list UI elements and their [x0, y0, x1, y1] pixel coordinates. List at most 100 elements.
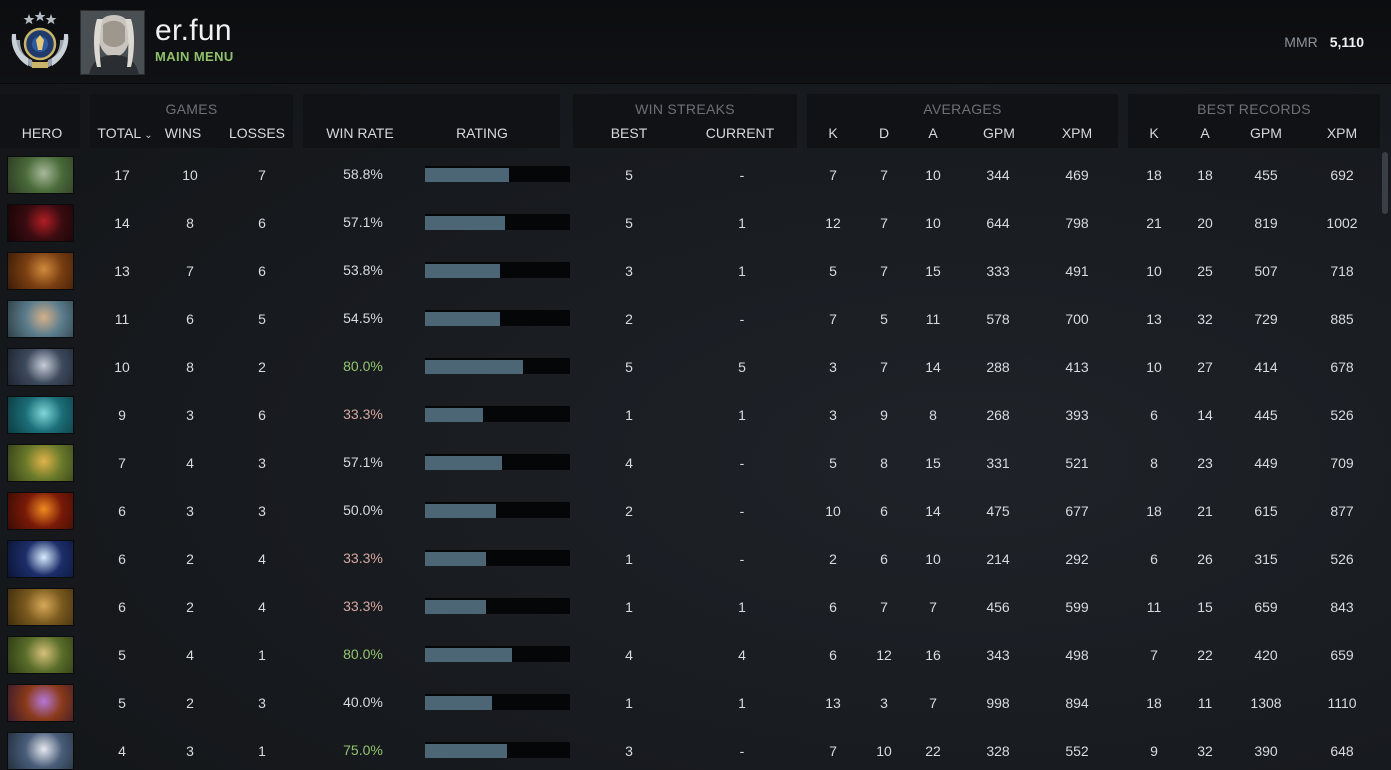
rate-column-panel [303, 94, 560, 148]
rating-bar-fill [425, 648, 512, 662]
cell-bk: 18 [1146, 503, 1162, 519]
cell-total: 10 [114, 359, 130, 375]
table-row[interactable]: 17 10 7 5 - 7 7 10 344 469 18 18 455 692 58.8% [0, 152, 1378, 200]
column-header-win-rate[interactable]: WIN RATE [326, 125, 394, 141]
cell-total: 6 [118, 599, 126, 615]
rating-bar-fill [425, 168, 509, 182]
column-header-rec-k[interactable]: K [1149, 125, 1159, 141]
cell-k: 2 [829, 551, 837, 567]
cell-best: 5 [625, 215, 633, 231]
column-header-best[interactable]: BEST [610, 125, 648, 141]
cell-total: 6 [118, 503, 126, 519]
hero-portrait-icon[interactable] [7, 156, 74, 194]
rating-bar [425, 166, 570, 182]
table-row[interactable]: 11 6 5 2 - 7 5 11 578 700 13 32 729 885 54.5% [0, 296, 1378, 344]
column-header-wins[interactable]: WINS [164, 125, 202, 141]
cell-bk: 10 [1146, 359, 1162, 375]
hero-column-panel [0, 94, 80, 148]
hero-portrait-icon[interactable] [7, 300, 74, 338]
cell-wins: 6 [186, 311, 194, 327]
table-row[interactable]: 7 4 3 4 - 5 8 15 331 521 8 23 449 709 57.1% [0, 440, 1378, 488]
column-header-losses[interactable]: LOSSES [228, 125, 286, 141]
column-header-avg-xpm[interactable]: XPM [1061, 125, 1093, 141]
hero-portrait-icon[interactable] [7, 204, 74, 242]
cell-ba: 25 [1197, 263, 1213, 279]
table-row[interactable]: 9 3 6 1 1 3 9 8 268 393 6 14 445 526 33.3% [0, 392, 1378, 440]
hero-portrait-icon[interactable] [7, 636, 74, 674]
cell-xpm: 599 [1065, 599, 1089, 615]
table-row[interactable]: 13 7 6 3 1 5 7 15 333 491 10 25 507 718 53.8% [0, 248, 1378, 296]
cell-wins: 4 [186, 455, 194, 471]
cell-best: 4 [625, 455, 633, 471]
cell-bxpm: 526 [1330, 407, 1354, 423]
cell-bgpm: 1308 [1250, 695, 1282, 711]
cell-bgpm: 390 [1254, 743, 1278, 759]
cell-current: - [739, 455, 745, 471]
column-header-current[interactable]: CURRENT [705, 125, 775, 141]
cell-k: 13 [825, 695, 841, 711]
cell-k: 6 [829, 647, 837, 663]
rating-bar-fill [425, 456, 502, 470]
table-row[interactable]: 4 3 1 3 - 7 10 22 328 552 9 32 390 648 75.0% [0, 728, 1378, 770]
cell-bxpm: 877 [1330, 503, 1354, 519]
profile-avatar[interactable] [80, 10, 145, 75]
cell-a: 14 [925, 359, 941, 375]
column-header-rec-a[interactable]: A [1200, 125, 1210, 141]
win-streaks-group-title: WIN STREAKS [635, 101, 735, 117]
cell-current: - [739, 503, 745, 519]
cell-ba: 20 [1197, 215, 1213, 231]
cell-losses: 4 [258, 551, 266, 567]
table-row[interactable]: 6 3 3 2 - 10 6 14 475 677 18 21 615 877 50.0% [0, 488, 1378, 536]
column-header-rating[interactable]: RATING [456, 125, 508, 141]
table-row[interactable]: 10 8 2 5 5 3 7 14 288 413 10 27 414 678 80.0% [0, 344, 1378, 392]
column-header-avg-d[interactable]: D [878, 125, 890, 141]
cell-k: 12 [825, 215, 841, 231]
column-header-rec-gpm[interactable]: GPM [1250, 125, 1282, 141]
hero-portrait-icon[interactable] [7, 492, 74, 530]
cell-xpm: 292 [1065, 551, 1089, 567]
cell-ba: 32 [1197, 311, 1213, 327]
cell-ba: 32 [1197, 743, 1213, 759]
rank-medal-icon[interactable] [10, 10, 70, 72]
mmr-value: 5,110 [1329, 34, 1364, 50]
cell-gpm: 268 [986, 407, 1010, 423]
table-row[interactable]: 6 2 4 1 1 6 7 7 456 599 11 15 659 843 33.3% [0, 584, 1378, 632]
cell-bk: 6 [1150, 407, 1158, 423]
cell-gpm: 214 [986, 551, 1010, 567]
cell-bxpm: 885 [1330, 311, 1354, 327]
rating-bar-fill [425, 312, 500, 326]
column-header-total[interactable]: TOTAL ⌄ [92, 125, 158, 141]
cell-d: 7 [880, 599, 888, 615]
cell-current: 1 [738, 263, 746, 279]
column-header-avg-gpm[interactable]: GPM [983, 125, 1015, 141]
cell-xpm: 798 [1065, 215, 1089, 231]
hero-portrait-icon[interactable] [7, 732, 74, 770]
cell-total: 4 [118, 743, 126, 759]
cell-losses: 2 [258, 359, 266, 375]
table-row[interactable]: 5 2 3 1 1 13 3 7 998 894 18 11 1308 1110 40.0% [0, 680, 1378, 728]
hero-portrait-icon[interactable] [7, 348, 74, 386]
column-header-avg-a[interactable]: A [928, 125, 938, 141]
hero-portrait-icon[interactable] [7, 684, 74, 722]
cell-d: 7 [880, 167, 888, 183]
hero-portrait-icon[interactable] [7, 444, 74, 482]
column-header-avg-k[interactable]: K [828, 125, 838, 141]
cell-bk: 6 [1150, 551, 1158, 567]
table-row[interactable]: 6 2 4 1-2 6 10 214 292 6 26 315 526 33.3% [0, 536, 1378, 584]
cell-best: 3 [625, 263, 633, 279]
column-header-hero[interactable]: HERO [21, 125, 63, 141]
hero-portrait-icon[interactable] [7, 252, 74, 290]
table-row[interactable]: 5 4 1 4 4 6 12 16 343 498 7 22 420 659 80.0% [0, 632, 1378, 680]
cell-k: 7 [829, 167, 837, 183]
cell-bk: 21 [1146, 215, 1162, 231]
column-header-rec-xpm[interactable]: XPM [1326, 125, 1358, 141]
hero-portrait-icon[interactable] [7, 588, 74, 626]
cell-total: 13 [114, 263, 130, 279]
table-row[interactable]: 14 8 6 5 1 12 7 10 644 798 21 20 819 1002 57.1% [0, 200, 1378, 248]
hero-portrait-icon[interactable] [7, 540, 74, 578]
table-scrollbar[interactable] [1382, 152, 1388, 214]
cell-bxpm: 843 [1330, 599, 1354, 615]
cell-wins: 2 [186, 695, 194, 711]
main-menu-link[interactable]: MAIN MENU [155, 49, 234, 64]
hero-portrait-icon[interactable] [7, 396, 74, 434]
